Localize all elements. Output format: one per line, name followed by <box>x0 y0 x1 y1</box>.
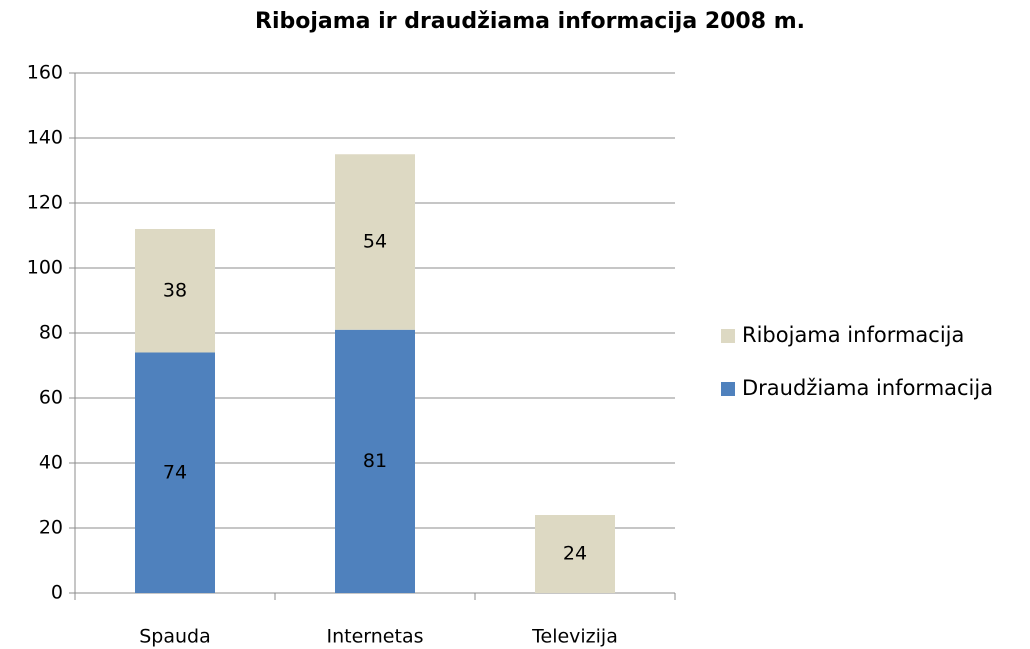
bar-segment <box>335 154 415 330</box>
x-tick-label: Televizija <box>531 626 618 648</box>
data-label: 74 <box>163 461 187 483</box>
y-tick-label: 20 <box>39 517 63 539</box>
y-tick-label: 140 <box>27 127 63 149</box>
y-tick-label: 160 <box>27 62 63 84</box>
legend-label: Ribojama informacija <box>742 323 964 347</box>
data-label: 81 <box>363 450 387 472</box>
y-tick-label: 0 <box>51 582 63 604</box>
y-tick-label: 120 <box>27 192 63 214</box>
data-label: 54 <box>363 231 387 253</box>
bar-segment <box>135 352 215 593</box>
legend-label: Draudžiama informacija <box>742 376 993 400</box>
bar-segment <box>335 329 415 593</box>
x-tick-label: Internetas <box>327 626 424 648</box>
legend-swatch <box>721 329 735 343</box>
y-tick-label: 60 <box>39 387 63 409</box>
data-label: 38 <box>163 279 187 301</box>
y-tick-label: 100 <box>27 257 63 279</box>
bar-segment <box>535 515 615 593</box>
bar-segment <box>135 229 215 353</box>
chart-title: Ribojama ir draudžiama informacija 2008 … <box>255 9 805 34</box>
data-label: 24 <box>563 543 587 565</box>
x-tick-label: Spauda <box>139 626 211 648</box>
y-tick-label: 80 <box>39 322 63 344</box>
y-tick-label: 40 <box>39 452 63 474</box>
legend-swatch <box>721 382 735 396</box>
